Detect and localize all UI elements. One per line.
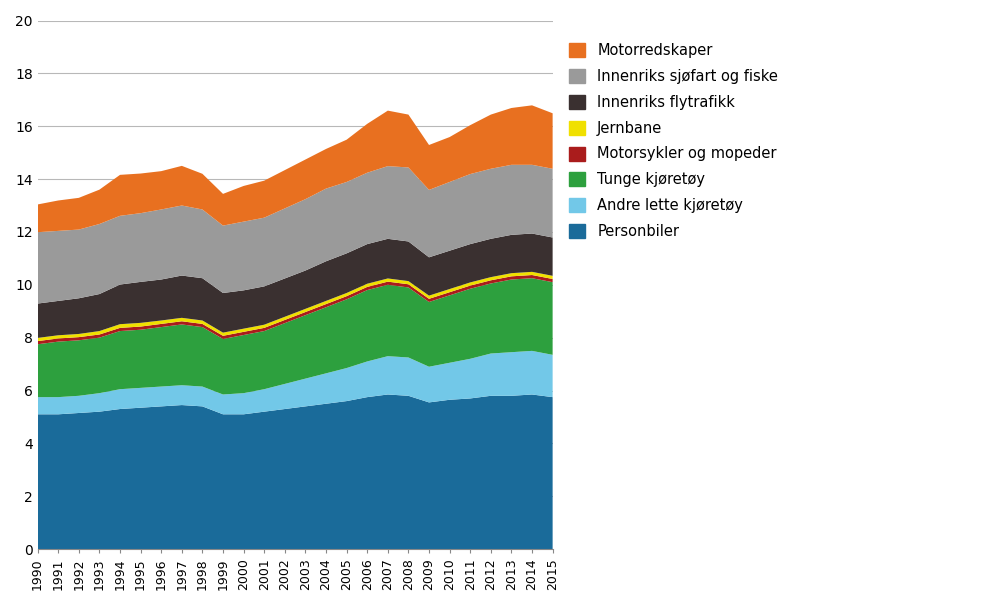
Legend: Motorredskaper, Innenriks sjøfart og fiske, Innenriks flytrafikk, Jernbane, Moto: Motorredskaper, Innenriks sjøfart og fis…	[565, 38, 782, 244]
